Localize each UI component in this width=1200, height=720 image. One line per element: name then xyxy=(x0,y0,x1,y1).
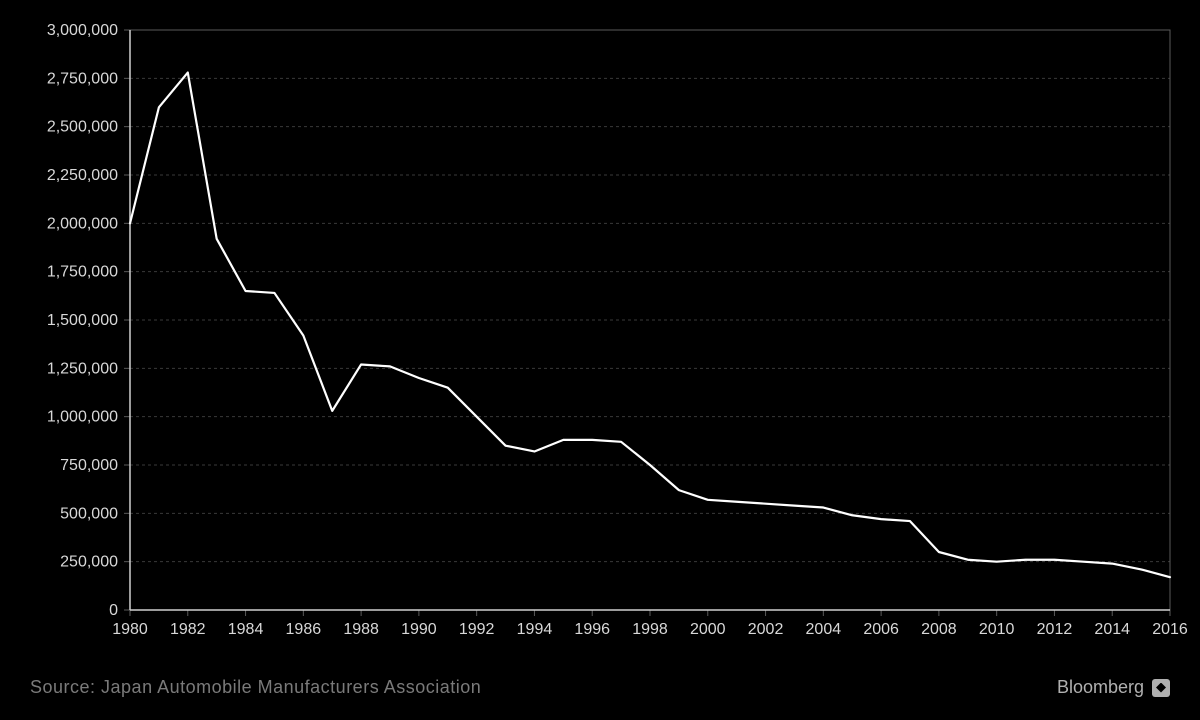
x-tick-label: 2000 xyxy=(690,621,726,638)
y-tick-label: 2,750,000 xyxy=(47,70,118,87)
y-tick-label: 2,250,000 xyxy=(47,167,118,184)
y-tick-label: 500,000 xyxy=(60,505,118,522)
x-tick-label: 2006 xyxy=(863,621,899,638)
y-tick-label: 750,000 xyxy=(60,457,118,474)
brand-attribution: Bloomberg xyxy=(1057,677,1170,698)
x-tick-label: 1986 xyxy=(286,621,322,638)
x-tick-label: 2008 xyxy=(921,621,957,638)
x-tick-label: 2014 xyxy=(1094,621,1130,638)
x-tick-label: 2004 xyxy=(806,621,842,638)
x-tick-label: 1996 xyxy=(574,621,610,638)
y-tick-label: 1,000,000 xyxy=(47,409,118,426)
x-tick-label: 1990 xyxy=(401,621,437,638)
y-tick-label: 2,500,000 xyxy=(47,119,118,136)
y-tick-label: 1,250,000 xyxy=(47,360,118,377)
brand-label: Bloomberg xyxy=(1057,677,1144,698)
x-tick-label: 1998 xyxy=(632,621,668,638)
x-tick-label: 1992 xyxy=(459,621,495,638)
bloomberg-icon xyxy=(1152,679,1170,697)
x-tick-label: 1982 xyxy=(170,621,206,638)
x-tick-label: 2012 xyxy=(1037,621,1073,638)
y-tick-label: 1,500,000 xyxy=(47,312,118,329)
y-tick-label: 3,000,000 xyxy=(47,22,118,39)
x-tick-label: 2016 xyxy=(1152,621,1188,638)
y-tick-label: 250,000 xyxy=(60,554,118,571)
line-chart: 0 250,000 500,000 750,000 1,000,000 1,250,000… xyxy=(0,0,1200,660)
chart-container: 0 250,000 500,000 750,000 1,000,000 1,250,000… xyxy=(0,0,1200,720)
source-attribution: Source: Japan Automobile Manufacturers A… xyxy=(30,677,481,698)
x-tick-label: 2010 xyxy=(979,621,1015,638)
x-tick-label: 1994 xyxy=(517,621,553,638)
y-tick-label: 2,000,000 xyxy=(47,215,118,232)
x-tick-label: 1980 xyxy=(112,621,148,638)
y-tick-label: 0 xyxy=(109,602,118,619)
y-tick-label: 1,750,000 xyxy=(47,264,118,281)
x-tick-label: 1984 xyxy=(228,621,264,638)
x-tick-label: 1988 xyxy=(343,621,379,638)
x-tick-label: 2002 xyxy=(748,621,784,638)
